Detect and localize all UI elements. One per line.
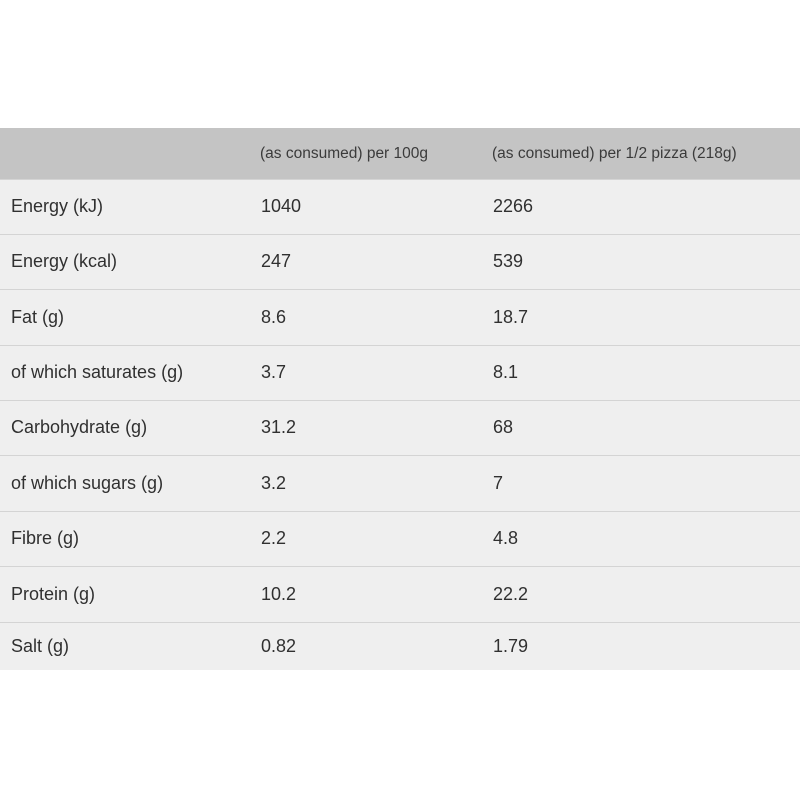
value-per-100g: 8.6	[261, 306, 287, 327]
nutrition-table: (as consumed) per 100g (as consumed) per…	[0, 128, 800, 670]
value-per-half-pizza: 22.2	[493, 583, 529, 604]
header-nutrient	[0, 128, 250, 179]
nutrient-name: of which sugars (g)	[11, 472, 164, 493]
value-per-100g: 10.2	[261, 583, 297, 604]
nutrient-name: Energy (kcal)	[11, 251, 118, 271]
table-row: of which saturates (g) 3.7 8.1	[0, 345, 800, 400]
nutrient-name: Carbohydrate (g)	[11, 417, 148, 437]
table-row: Energy (kJ) 1040 2266	[0, 179, 800, 234]
nutrition-table-container: (as consumed) per 100g (as consumed) per…	[0, 128, 800, 670]
nutrient-name: Fat (g)	[11, 306, 65, 327]
value-per-100g: 3.2	[261, 472, 287, 493]
value-per-half-pizza: 18.7	[493, 306, 529, 327]
table-row: Fat (g) 8.6 18.7	[0, 289, 800, 345]
table-row: Fibre (g) 2.2 4.8	[0, 511, 800, 566]
header-per-half-pizza: (as consumed) per 1/2 pizza (218g)	[492, 145, 737, 163]
value-per-100g: 247	[261, 251, 292, 271]
value-per-half-pizza: 539	[493, 251, 524, 271]
nutrient-name: Protein (g)	[11, 583, 96, 604]
value-per-half-pizza: 4.8	[493, 528, 519, 548]
table-row: Carbohydrate (g) 31.2 68	[0, 400, 800, 455]
value-per-half-pizza: 2266	[493, 196, 534, 216]
value-per-half-pizza: 7	[493, 472, 504, 493]
table-row: Protein (g) 10.2 22.2	[0, 566, 800, 622]
table-header-row: (as consumed) per 100g (as consumed) per…	[0, 128, 800, 179]
value-per-100g: 1040	[261, 196, 302, 216]
table-row: Salt (g) 0.82 1.79	[0, 622, 800, 670]
nutrient-name: Fibre (g)	[11, 528, 80, 548]
value-per-half-pizza: 8.1	[493, 362, 519, 382]
value-per-half-pizza: 1.79	[493, 635, 529, 656]
header-per-100g: (as consumed) per 100g	[260, 145, 429, 163]
value-per-100g: 0.82	[261, 635, 297, 656]
value-per-100g: 3.7	[261, 362, 287, 382]
table-row: Energy (kcal) 247 539	[0, 234, 800, 289]
value-per-half-pizza: 68	[493, 417, 514, 437]
table-row: of which sugars (g) 3.2 7	[0, 455, 800, 511]
nutrient-name: Energy (kJ)	[11, 196, 104, 216]
value-per-100g: 2.2	[261, 528, 287, 548]
nutrient-name: Salt (g)	[11, 635, 70, 656]
nutrient-name: of which saturates (g)	[11, 362, 184, 382]
value-per-100g: 31.2	[261, 417, 297, 437]
